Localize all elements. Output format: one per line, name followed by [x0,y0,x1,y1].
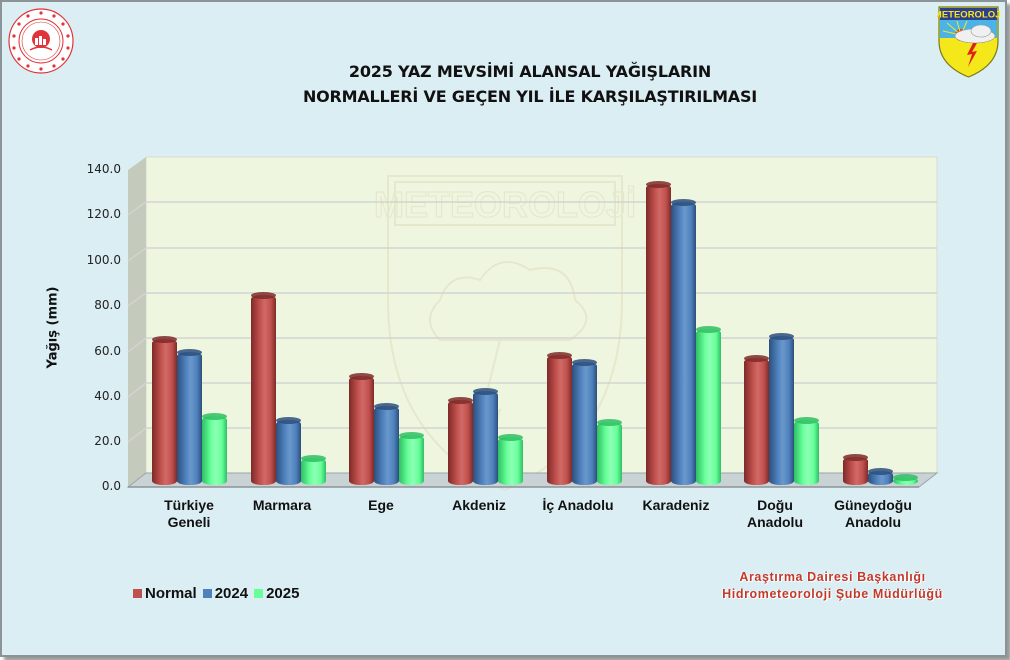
bar-top-ellipse [448,396,474,404]
bar-2024 [374,406,400,485]
bar-top-ellipse [892,474,918,482]
bar-top-ellipse [399,432,425,440]
bar-2025 [399,435,425,485]
bar-top-ellipse [744,355,770,363]
bar-top-ellipse [202,412,227,420]
chart-title-line-2: NORMALLERİ VE GEÇEN YIL İLE KARŞILAŞTIRI… [302,87,758,106]
bar-2025 [695,328,721,485]
bar-top-ellipse [498,433,524,441]
bar-top-ellipse [250,292,276,300]
x-category-label: Karadeniz [642,497,710,513]
chart-legend: Normal 2024 2025 [133,585,305,602]
x-category-label: Doğu Anadolu [747,497,803,530]
bar-2024 [769,335,795,485]
bar-normal [250,295,276,485]
bar-top-ellipse [645,180,671,188]
legend-item-normal: Normal [133,585,197,602]
bar-normal [744,358,770,485]
meteoroloji-shield-logo: METEOROLOJİ [937,6,1000,78]
bar-2024 [867,471,893,485]
footer-line-2: Hidrometeoroloji Şube Müdürlüğü [722,587,943,601]
bar-2025 [498,436,524,485]
bar-top-ellipse [546,351,572,359]
bar-2024 [670,201,696,485]
bar-normal [349,376,375,485]
bar-2024 [275,419,301,485]
bar-top-ellipse [794,417,820,425]
y-tick: 100.0 [86,253,121,267]
svg-text:METEOROLOJİ: METEOROLOJİ [374,184,636,225]
legend-swatch [254,589,264,598]
y-tick: 20.0 [94,434,121,448]
y-tick: 120.0 [86,207,121,221]
bar-top-ellipse [275,416,301,424]
y-tick: 140.0 [86,162,121,176]
bar-normal [152,338,177,485]
bar-top-ellipse [177,349,202,357]
bar-2025 [202,415,227,485]
bar-2025 [300,457,326,485]
bar-top-ellipse [695,325,721,333]
x-category-label: Türkiye Geneli [164,497,214,530]
bar-2025 [596,421,622,485]
logo-text: METEOROLOJİ [937,10,1000,21]
x-category-label: Güneydoğu Anadolu [834,497,912,530]
bar-top-ellipse [374,403,400,411]
x-category-label: Ege [368,497,394,513]
legend-swatch [202,589,212,598]
bar-normal [645,183,671,485]
y-tick: 80.0 [94,298,121,312]
y-tick: 0.0 [101,479,121,493]
legend-swatch [133,589,142,598]
bar-top-ellipse [349,373,375,381]
footer-line-1: Araştırma Dairesi Başkanlığı [739,570,926,584]
bar-top-ellipse [867,468,893,476]
bar-normal [448,399,474,485]
bar-normal [546,354,572,485]
bar-top-ellipse [842,453,868,461]
ministry-emblem-logo [8,8,74,74]
bar-2024 [177,352,202,485]
bar-top-ellipse [769,332,795,340]
y-tick: 40.0 [94,389,121,403]
bar-2025 [794,420,820,485]
chart-title-line-1: 2025 YAZ MEVSİMİ ALANSAL YAĞIŞLARIN [348,62,712,81]
y-axis-label: Yağış (mm) [45,286,61,369]
bar-normal [842,456,868,485]
legend-item-2025: 2025 [254,585,299,602]
meteoroloji-watermark: METEOROLOJİ [373,175,637,492]
y-tick: 60.0 [94,344,121,358]
x-category-label: Akdeniz [452,497,506,513]
bar-top-ellipse [152,335,177,343]
x-category-label: Marmara [252,497,312,513]
bar-2024 [473,391,499,485]
x-category-label: İç Anadolu [542,497,614,513]
bar-top-ellipse [596,418,622,426]
bar-2024 [571,361,597,485]
bar-top-ellipse [300,454,326,462]
bar-top-ellipse [473,388,499,396]
bar-2025 [892,477,918,485]
bar-top-ellipse [571,358,597,366]
bar-top-ellipse [670,198,696,206]
legend-item-2024: 2024 [202,585,248,602]
